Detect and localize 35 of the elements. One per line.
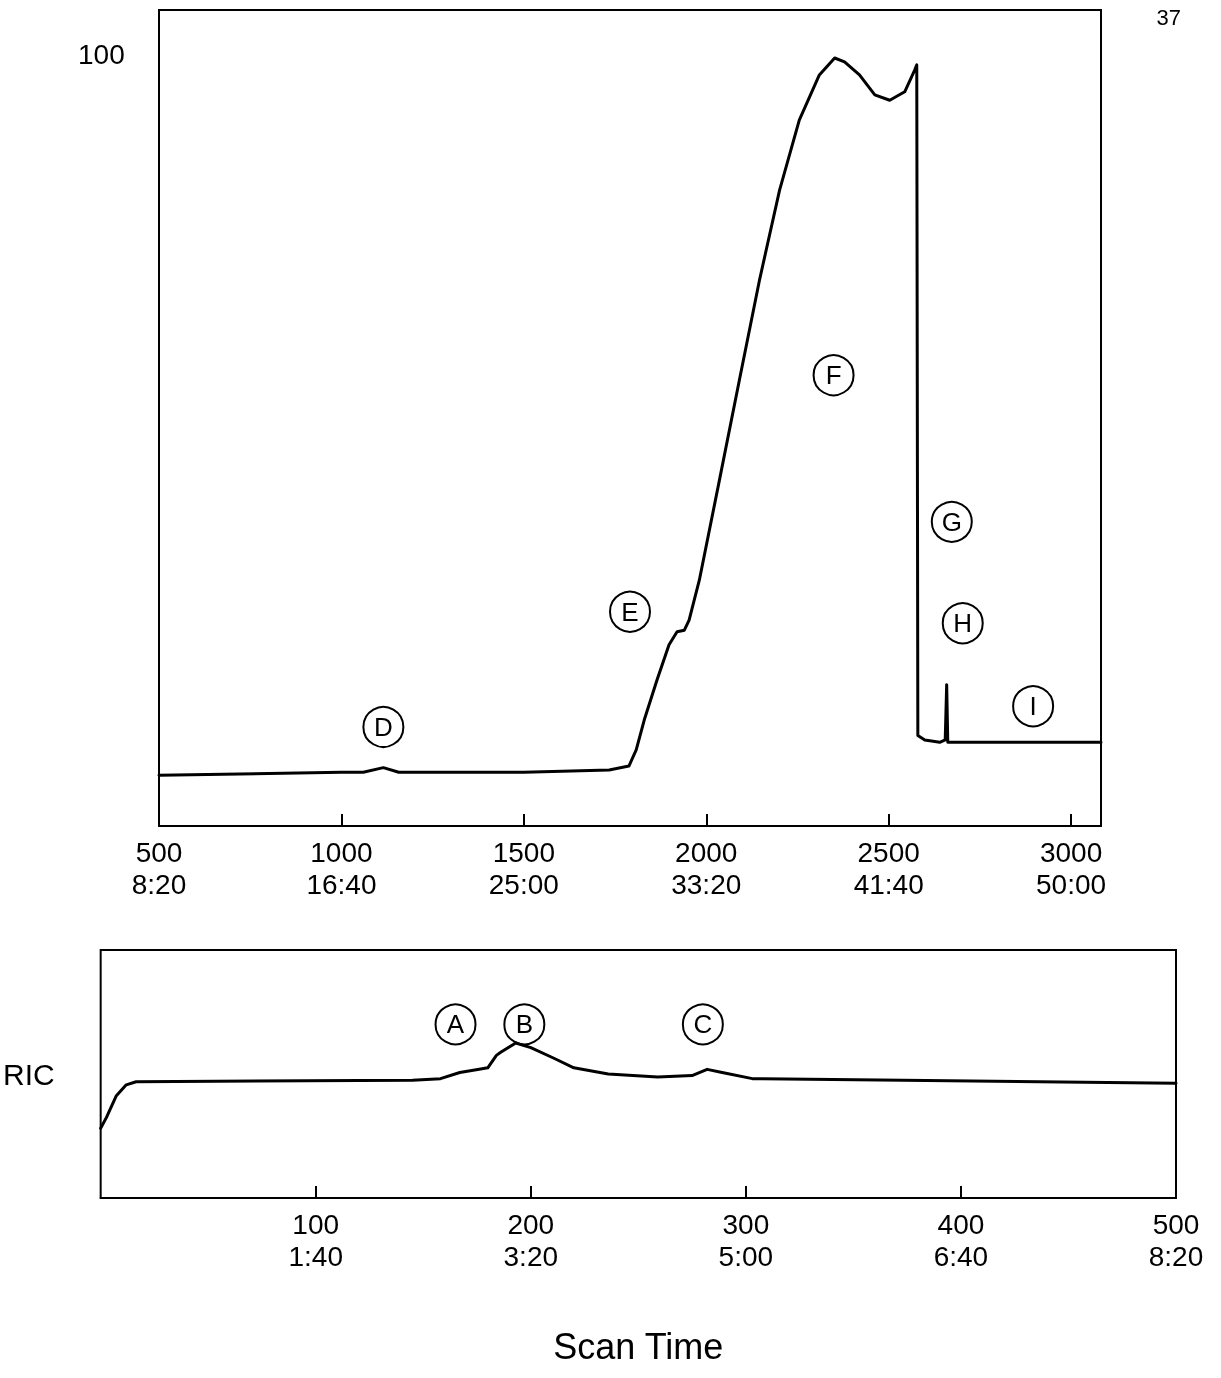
x-tick-label: 500: [135, 836, 183, 868]
annotation: G: [941, 506, 962, 537]
x-tick-label: 1500: [492, 836, 555, 868]
text: 37: [1156, 4, 1182, 30]
y-axis-title: RIC: [2, 1057, 55, 1091]
annotation: I: [1029, 691, 1037, 722]
annotation: D: [373, 711, 393, 742]
x-tick-label: 200: [507, 1208, 555, 1240]
annotation: H: [953, 608, 973, 639]
x2-tick-label: 6:40: [933, 1240, 989, 1272]
x2-tick-label: 33:20: [671, 868, 742, 900]
x2-tick-label: 50:00: [1036, 868, 1107, 900]
x-tick-label: 400: [937, 1208, 985, 1240]
x-tick-label: 3000: [1039, 836, 1103, 868]
x2-tick-label: 25:00: [488, 868, 559, 900]
x2-tick-label: 1:40: [288, 1240, 343, 1272]
annotation: C: [693, 1009, 713, 1040]
x2-tick-label: 3:20: [503, 1240, 559, 1272]
x-tick-label: 300: [722, 1208, 770, 1240]
x-tick-label: 100: [292, 1208, 340, 1240]
x-tick-label: 2000: [675, 836, 738, 868]
x2-tick-label: 41:40: [853, 868, 924, 900]
x2-tick-label: 8:20: [1148, 1240, 1204, 1272]
annotation: F: [825, 360, 842, 391]
annotation: E: [621, 596, 639, 627]
x2-tick-label: 8:20: [131, 868, 187, 900]
annotation: A: [446, 1009, 465, 1040]
x2-tick-label: 16:40: [306, 868, 377, 900]
x2-tick-label: 5:00: [718, 1240, 774, 1272]
x-axis-title: Scan Time: [553, 1325, 724, 1367]
annotation: B: [515, 1009, 534, 1040]
x-tick-label: 500: [1152, 1208, 1200, 1240]
x-tick-label: 1000: [310, 836, 373, 868]
x-tick-label: 2500: [857, 836, 920, 868]
text: 100: [78, 38, 125, 70]
